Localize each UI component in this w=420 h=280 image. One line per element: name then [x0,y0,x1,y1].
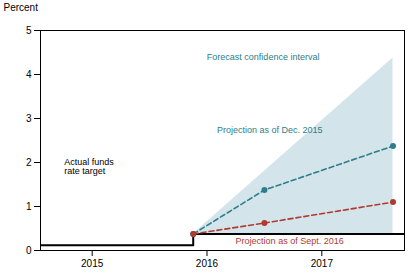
svg-text:Projection as of Sept. 2016: Projection as of Sept. 2016 [236,236,344,246]
svg-text:2: 2 [26,157,32,168]
svg-text:2016: 2016 [196,258,219,269]
svg-text:4: 4 [26,69,32,80]
svg-text:1: 1 [26,201,32,212]
svg-text:Percent: Percent [4,2,39,13]
svg-text:Forecast confidence interval: Forecast confidence interval [207,52,320,62]
svg-text:0: 0 [26,245,32,256]
svg-text:2015: 2015 [81,258,104,269]
svg-text:5: 5 [26,25,32,36]
svg-text:Actual fundsrate target: Actual fundsrate target [64,157,114,176]
svg-text:2017: 2017 [311,258,334,269]
svg-text:3: 3 [26,113,32,124]
svg-text:Projection as of Dec. 2015: Projection as of Dec. 2015 [217,125,323,135]
